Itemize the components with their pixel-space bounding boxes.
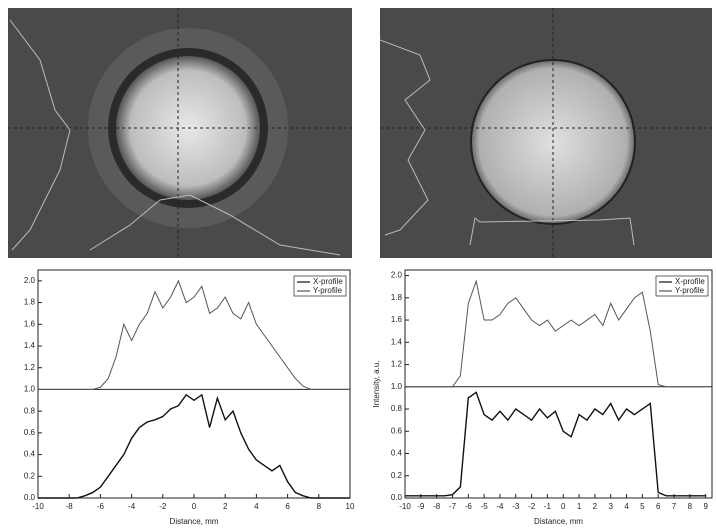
x-tick-label: 4 [624, 502, 629, 511]
legend-label: X-profile [313, 277, 343, 286]
x-tick-label: -9 [417, 502, 425, 511]
beam-image-left [8, 8, 352, 258]
y-tick-label: 0.4 [391, 449, 403, 458]
plot-frame [404, 269, 713, 499]
x-tick-label: 9 [703, 502, 708, 511]
x-tick-label: -10 [32, 502, 44, 511]
y-tick-label: 1.0 [391, 382, 403, 391]
x-tick-label: 3 [608, 502, 613, 511]
x-tick-label: 8 [317, 502, 322, 511]
y-tick-label: 0.0 [391, 493, 403, 502]
x-tick-label: -8 [433, 502, 441, 511]
x-tick-label: 1 [577, 502, 582, 511]
x-tick-label: -7 [449, 502, 457, 511]
x-axis-label: Distance, mm [534, 517, 583, 526]
y-tick-label: 0.2 [391, 471, 403, 480]
x-tick-label: -1 [544, 502, 552, 511]
legend-label: Y-profile [675, 286, 705, 295]
x-tick-label: 2 [223, 502, 228, 511]
legend-label: X-profile [675, 277, 705, 286]
x-tick-label: 2 [593, 502, 598, 511]
x-tick-label: -4 [496, 502, 504, 511]
y-axis-label: Intensity, a.u. [372, 361, 381, 408]
y-tick-label: 0.8 [391, 404, 403, 413]
x-tick-label: 10 [346, 502, 355, 511]
legend-label: Y-profile [313, 286, 343, 295]
x-tick-label: 0 [192, 502, 197, 511]
x-tick-label: -6 [465, 502, 473, 511]
y-tick-label: 1.6 [24, 319, 36, 328]
y-tick-label: 1.4 [24, 341, 36, 350]
x-tick-label: 4 [254, 502, 259, 511]
profile-line [38, 279, 350, 390]
x-tick-label: -2 [159, 502, 167, 511]
x-tick-label: 6 [285, 502, 290, 511]
y-tick-label: 1.0 [24, 385, 36, 394]
x-tick-label: -10 [399, 502, 411, 511]
y-tick-label: 1.6 [391, 315, 403, 324]
y-tick-label: 0.6 [391, 426, 403, 435]
profile-line [405, 391, 706, 497]
x-tick-label: 7 [672, 502, 677, 511]
x-tick-label: -8 [66, 502, 74, 511]
y-tick-label: 1.2 [24, 363, 36, 372]
y-tick-label: 1.8 [391, 293, 403, 302]
y-tick-label: 1.2 [391, 360, 403, 369]
x-tick-label: -6 [97, 502, 105, 511]
y-tick-label: 2.0 [24, 276, 36, 285]
x-tick-label: -3 [512, 502, 520, 511]
x-tick-label: -5 [481, 502, 489, 511]
y-tick-label: 1.4 [391, 337, 403, 346]
profile-line [38, 393, 350, 499]
x-tick-label: -2 [528, 502, 536, 511]
profile-line [405, 279, 706, 388]
y-tick-label: 0.0 [24, 493, 36, 502]
y-tick-label: 0.2 [24, 471, 36, 480]
y-tick-label: 0.4 [24, 450, 36, 459]
y-tick-label: 0.8 [24, 406, 36, 415]
x-tick-label: 6 [656, 502, 661, 511]
beam-image-right [379, 8, 712, 258]
x-tick-label: -4 [128, 502, 136, 511]
y-tick-label: 2.0 [391, 271, 403, 280]
y-tick-label: 0.6 [24, 428, 36, 437]
x-axis-label: Distance, mm [170, 517, 219, 526]
y-tick-label: 1.8 [24, 298, 36, 307]
x-tick-label: 5 [640, 502, 645, 511]
x-tick-label: 8 [688, 502, 693, 511]
plot-frame [37, 269, 351, 499]
x-tick-label: 0 [561, 502, 566, 511]
